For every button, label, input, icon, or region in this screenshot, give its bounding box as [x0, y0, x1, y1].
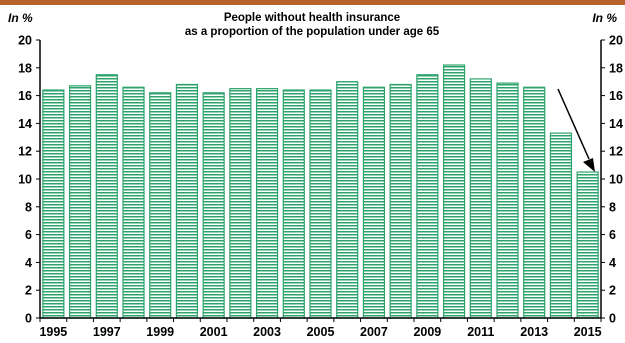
y-tick-label-left: 4: [25, 256, 32, 270]
bar-1995: [42, 89, 65, 319]
x-tick-label-2003: 2003: [253, 325, 281, 339]
y-tick-label-right: 14: [609, 117, 623, 131]
x-tick-label-2009: 2009: [413, 325, 441, 339]
y-tick-label-right: 20: [609, 34, 623, 48]
y-tick-label-right: 8: [609, 200, 616, 214]
y-tick-label-right: 12: [609, 145, 623, 159]
bars-group: [42, 64, 599, 319]
trend-arrow-head: [583, 158, 595, 172]
y-axis-unit-right: In %: [592, 11, 617, 25]
x-tick-label-2013: 2013: [520, 325, 548, 339]
x-tick-label-2007: 2007: [360, 325, 388, 339]
y-tick-label-right: 0: [609, 312, 616, 326]
bar-1998: [122, 86, 145, 319]
x-tick-label-1999: 1999: [146, 325, 174, 339]
trend-arrow: [557, 88, 595, 172]
x-tick-label-2005: 2005: [307, 325, 335, 339]
x-tick-label-2001: 2001: [200, 325, 228, 339]
y-axis-left: 0 2 4 6 8 10 12 14 16 18 20: [18, 34, 40, 326]
bar-2002: [229, 88, 252, 319]
y-tick-label-right: 2: [609, 284, 616, 298]
chart-title-line-1: People without health insurance: [224, 12, 400, 24]
y-tick-label-right: 18: [609, 61, 623, 75]
x-tick-label-1997: 1997: [93, 325, 121, 339]
y-tick-label-left: 2: [25, 284, 32, 298]
y-tick-label-left: 0: [25, 312, 32, 326]
chart-title-line-2: as a proportion of the population under …: [185, 26, 440, 38]
bar-2010: [442, 64, 466, 319]
top-accent-bar: [0, 0, 625, 5]
y-axis-unit-left: In %: [8, 11, 33, 25]
bar-2012: [496, 82, 519, 319]
bar-2014: [549, 132, 573, 319]
y-tick-label-right: 4: [609, 256, 616, 270]
trend-arrow-line: [557, 88, 590, 160]
bar-1997: [95, 74, 118, 319]
bar-1999: [149, 92, 172, 319]
bar-2013: [523, 86, 546, 319]
y-tick-label-left: 12: [18, 145, 32, 159]
y-tick-label-left: 20: [18, 34, 32, 48]
x-tick-label-1995: 1995: [39, 325, 67, 339]
bar-2011: [469, 78, 492, 319]
bar-2001: [202, 92, 225, 319]
y-tick-label-left: 8: [25, 200, 32, 214]
y-tick-label-left: 14: [18, 117, 32, 131]
bar-2006: [336, 81, 359, 319]
x-axis: 1995 1997 1999 2001 2003 2005 2007 2009 2011 2013…: [39, 318, 602, 339]
bar-2000: [175, 83, 199, 319]
y-tick-label-left: 6: [25, 228, 32, 242]
bar-2007: [362, 86, 386, 319]
bar-2015: [576, 171, 599, 319]
y-tick-label-right: 6: [609, 228, 616, 242]
bar-2005: [309, 89, 332, 319]
y-tick-label-left: 18: [18, 61, 32, 75]
bar-2009: [416, 74, 439, 319]
bar-2004: [282, 89, 305, 319]
bar-2008: [389, 83, 412, 319]
x-tick-label-2011: 2011: [467, 325, 494, 339]
y-axis-right: 0 2 4 6 8 10 12 14 16 18 20: [601, 34, 623, 326]
y-tick-label-left: 16: [18, 89, 32, 103]
y-tick-label-right: 16: [609, 89, 623, 103]
y-tick-label-left: 10: [18, 173, 32, 187]
bar-1996: [68, 85, 92, 319]
y-tick-label-right: 10: [609, 173, 623, 187]
x-tick-label-2015: 2015: [574, 325, 602, 339]
bar-2003: [255, 88, 279, 319]
